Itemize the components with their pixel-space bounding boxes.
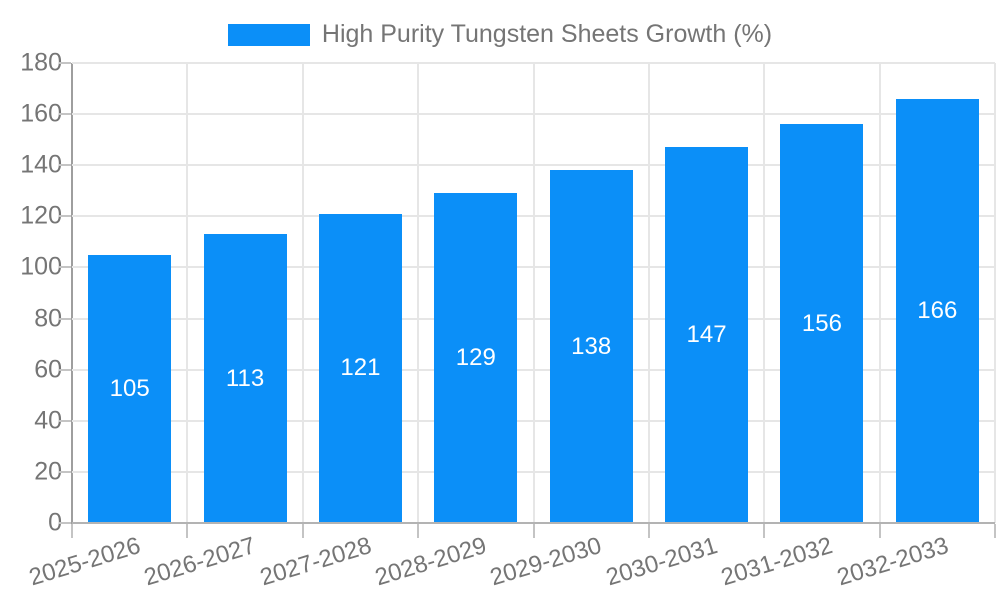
bar-value-label: 156 <box>801 309 842 337</box>
v-gridline <box>417 63 420 523</box>
bar-value-label: 113 <box>225 364 265 392</box>
y-axis-tick-label: 140 <box>20 150 62 179</box>
x-axis-tick <box>994 524 996 538</box>
y-axis-tick <box>59 62 71 64</box>
x-axis-tick-label: 2032-2033 <box>833 532 952 592</box>
y-axis-tick <box>59 215 71 218</box>
x-axis-tick-label: 2027-2028 <box>256 532 375 592</box>
y-axis-tick <box>59 368 71 371</box>
y-axis-tick <box>59 113 71 116</box>
bar: 166 <box>895 98 979 523</box>
y-axis-tick <box>59 164 71 167</box>
y-axis-tick <box>59 419 71 422</box>
v-gridline <box>878 63 881 523</box>
y-axis-tick <box>59 470 71 473</box>
y-axis-tick-label: 40 <box>34 406 62 435</box>
y-axis-tick-label: 0 <box>48 508 62 537</box>
chart-legend: High Purity Tungsten Sheets Growth (%) <box>0 20 1000 49</box>
bar-value-label: 138 <box>571 332 612 360</box>
bar: 129 <box>434 193 518 523</box>
v-gridline <box>532 63 535 523</box>
x-axis-tick <box>417 524 420 538</box>
y-axis-tick-label: 60 <box>34 355 62 384</box>
x-axis-tick-label: 2030-2031 <box>602 532 721 592</box>
bar: 105 <box>88 254 172 523</box>
y-axis-tick <box>59 266 71 269</box>
y-axis-tick <box>59 317 71 320</box>
x-axis-tick-label: 2025-2026 <box>25 532 144 592</box>
y-axis-tick-label: 80 <box>34 304 62 333</box>
bar: 147 <box>665 147 749 523</box>
x-axis-tick-label: 2026-2027 <box>141 532 259 592</box>
x-axis-tick-label: 2029-2030 <box>487 532 606 592</box>
x-axis-line <box>72 522 995 524</box>
y-axis-tick-label: 20 <box>34 457 62 486</box>
y-axis-tick <box>59 522 71 524</box>
bar-value-label: 166 <box>917 296 958 324</box>
y-axis-tick-label: 180 <box>20 48 62 77</box>
y-axis-tick-label: 120 <box>20 201 62 230</box>
legend-swatch-icon[interactable] <box>227 23 310 46</box>
y-axis-tick-label: 100 <box>20 252 62 281</box>
x-axis-tick-label: 2031-2032 <box>718 532 836 592</box>
x-axis-tick <box>878 524 881 538</box>
y-axis-line <box>71 63 73 537</box>
x-axis-tick <box>71 524 73 538</box>
bar: 113 <box>203 234 287 523</box>
y-axis-tick-label: 160 <box>20 99 62 128</box>
x-axis-tick <box>186 524 189 538</box>
v-gridline <box>763 63 766 523</box>
bar: 121 <box>318 213 402 523</box>
bar-value-label: 147 <box>686 321 727 349</box>
x-axis-tick <box>647 524 650 538</box>
v-gridline <box>647 63 650 523</box>
v-gridline <box>186 63 189 523</box>
plot-area: 105 113 121 129 138 147 156 166 <box>72 62 996 523</box>
x-axis-tick-label: 2028-2029 <box>372 532 490 592</box>
v-gridline <box>994 63 996 523</box>
x-axis-tick <box>301 524 304 538</box>
v-gridline <box>301 63 304 523</box>
bar-value-label: 121 <box>340 354 381 382</box>
bar-value-label: 105 <box>109 374 150 402</box>
x-axis-tick <box>763 524 766 538</box>
bar: 156 <box>780 124 864 523</box>
x-axis-tick <box>532 524 535 538</box>
legend-series-label[interactable]: High Purity Tungsten Sheets Growth (%) <box>321 20 773 48</box>
bar: 138 <box>549 170 633 523</box>
bar-value-label: 129 <box>455 344 496 372</box>
